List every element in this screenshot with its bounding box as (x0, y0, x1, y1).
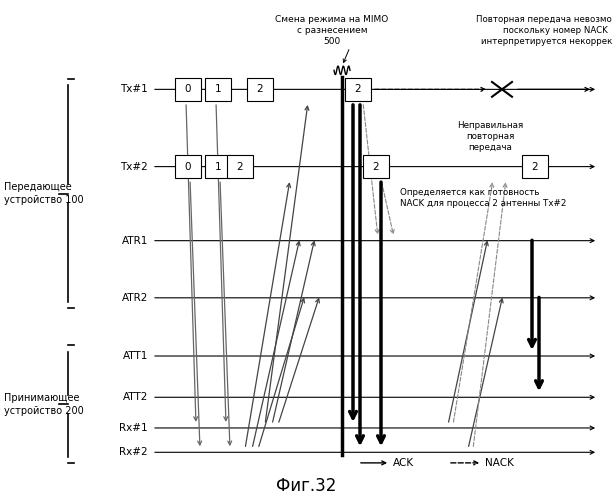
Text: ATT2: ATT2 (122, 392, 148, 402)
Text: Принимающее
устройство 200: Принимающее устройство 200 (4, 392, 84, 416)
Text: Tx#2: Tx#2 (120, 162, 148, 172)
Text: 1: 1 (215, 162, 222, 172)
Text: Передающее
устройство 100: Передающее устройство 100 (4, 182, 84, 205)
Text: Rx#1: Rx#1 (119, 423, 148, 433)
Text: Неправильная
повторная
передача: Неправильная повторная передача (457, 121, 523, 152)
Bar (345, 78, 371, 101)
Bar (205, 78, 231, 101)
Text: 2: 2 (532, 162, 539, 172)
Text: 0: 0 (185, 162, 191, 172)
Text: Повторная передача невозможна,
поскольку номер NACK
интерпретируется некорректно: Повторная передача невозможна, поскольку… (476, 16, 612, 46)
Text: Фиг.32: Фиг.32 (276, 477, 336, 495)
Text: 2: 2 (237, 162, 244, 172)
Text: 2: 2 (373, 162, 379, 172)
Bar (227, 155, 253, 178)
Text: Rx#2: Rx#2 (119, 448, 148, 458)
Bar (363, 155, 389, 178)
Bar (175, 155, 201, 178)
Text: ACK: ACK (393, 458, 414, 468)
Text: Смена режима на MIMO
с разнесением
500: Смена режима на MIMO с разнесением 500 (275, 16, 389, 46)
Text: 1: 1 (215, 84, 222, 94)
Bar (175, 78, 201, 101)
Text: 0: 0 (185, 84, 191, 94)
Bar (247, 78, 273, 101)
Text: Tx#1: Tx#1 (120, 84, 148, 94)
Bar (205, 155, 231, 178)
Text: ATR2: ATR2 (122, 293, 148, 303)
Text: NACK: NACK (485, 458, 514, 468)
Text: 2: 2 (256, 84, 263, 94)
Text: ATT1: ATT1 (122, 351, 148, 361)
Text: Определяется как готовность
NACK для процесса 2 антенны Tx#2: Определяется как готовность NACK для про… (400, 188, 566, 208)
Bar (522, 155, 548, 178)
Text: 2: 2 (355, 84, 361, 94)
Text: ATR1: ATR1 (122, 236, 148, 246)
